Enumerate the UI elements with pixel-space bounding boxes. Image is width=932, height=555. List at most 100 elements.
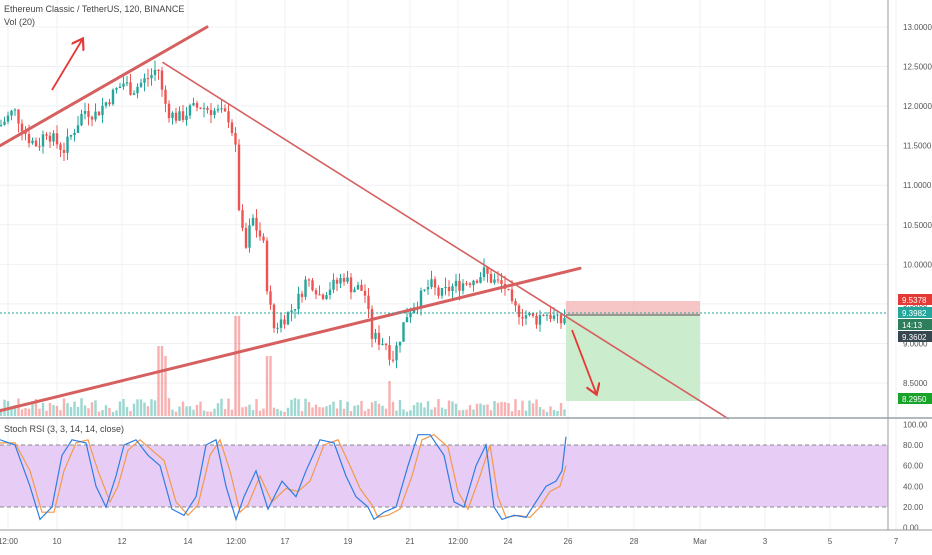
candle-body	[125, 82, 129, 84]
candle-body	[41, 134, 45, 147]
candle-body	[31, 140, 34, 144]
candle-body	[521, 317, 524, 319]
volume-bar	[391, 401, 395, 416]
volume-bar	[188, 406, 192, 416]
volume-bar	[286, 407, 290, 416]
volume-bar	[318, 407, 321, 416]
trendlines[interactable]	[0, 25, 729, 420]
volume-bar	[314, 404, 318, 416]
volume-bar	[503, 402, 507, 416]
time-tick-label: 3	[763, 537, 768, 546]
time-tick-label: 24	[504, 537, 513, 546]
candle-body	[143, 78, 146, 83]
candle-body	[101, 105, 104, 116]
candle-body	[90, 116, 94, 120]
candle-body	[59, 144, 62, 150]
volume-bar	[416, 402, 419, 416]
candle-body	[167, 103, 171, 119]
candle-body	[377, 332, 381, 345]
volume-bar	[444, 409, 447, 416]
candle-body	[234, 133, 237, 145]
volume-bar	[174, 411, 178, 416]
candle-body	[419, 290, 423, 308]
volume-bar	[24, 408, 27, 416]
candle-body	[248, 225, 251, 248]
volume-bar	[216, 403, 220, 416]
trendline[interactable]	[0, 266, 582, 413]
volume-bar	[293, 398, 297, 416]
volume-bar	[563, 409, 566, 416]
candle-body	[97, 111, 101, 116]
volume-bar	[185, 406, 188, 416]
volume-bar	[297, 399, 300, 416]
volume-bar	[122, 398, 125, 416]
volume-bar	[153, 400, 157, 416]
trendline[interactable]	[162, 61, 729, 420]
volume-bar	[531, 403, 535, 416]
volume-bar	[363, 410, 367, 416]
candle-body	[188, 105, 192, 116]
volume-bar	[108, 407, 111, 416]
candle-body	[269, 291, 272, 305]
volume-bar	[458, 410, 461, 416]
candle-body	[150, 74, 153, 79]
volume-bar	[545, 411, 549, 416]
volume-bar	[290, 399, 293, 416]
volume-bar	[528, 400, 531, 416]
volume-bar	[542, 409, 545, 416]
volume-bar	[199, 401, 202, 416]
candle-body	[363, 290, 367, 296]
candle-body	[87, 111, 90, 117]
volume-bar	[181, 401, 185, 416]
candle-body	[34, 140, 38, 147]
candle-body	[475, 280, 479, 283]
volume-bar	[62, 398, 66, 416]
candle-body	[384, 343, 388, 346]
volume-bar	[171, 409, 174, 416]
volume-bar	[3, 399, 6, 416]
candle-body	[276, 327, 279, 329]
candle-body	[374, 332, 377, 339]
candle-body	[241, 210, 244, 229]
candle-body	[388, 345, 391, 360]
candle-body	[6, 115, 10, 122]
price-tick-label: 9.0000	[903, 339, 928, 348]
candle-body	[237, 144, 241, 211]
candle-body	[62, 149, 66, 153]
candle-body	[45, 134, 48, 136]
time-axis[interactable]: 12:00 10 12 14 12:00 17 19 21 12:00 24 26 28 Mar 3 5 7	[0, 537, 899, 546]
price-tick-label: 11.0000	[903, 181, 932, 190]
volume-bar	[507, 403, 510, 416]
volume-bar	[500, 401, 503, 416]
chart-grid	[0, 0, 897, 530]
volume-bar	[517, 410, 521, 416]
trendline[interactable]	[0, 25, 209, 148]
time-tick-label: 12:00	[448, 537, 469, 546]
rsi-tick-label: 60.00	[903, 462, 924, 471]
candle-body	[454, 280, 458, 287]
stop-loss-zone[interactable]	[566, 301, 700, 315]
volume-bar	[402, 409, 405, 416]
volume-bar	[451, 401, 454, 416]
volume-bar	[146, 406, 150, 416]
price-badge: 9.5378	[898, 294, 932, 305]
volume-bar	[136, 399, 139, 416]
volume-bar	[255, 399, 258, 416]
price-axis[interactable]: 13.0000 12.5000 12.0000 11.5000 11.0000 10.50…	[903, 23, 932, 388]
volume-bar	[202, 410, 206, 416]
volume-bar	[279, 410, 283, 416]
candle-body	[321, 294, 325, 299]
candle-body	[118, 86, 122, 89]
candle-body	[332, 279, 335, 290]
volume-bar	[129, 411, 132, 416]
candle-body	[297, 293, 300, 310]
rsi-axis[interactable]: 100.00 80.00 60.00 40.00 20.00 0.00	[903, 420, 928, 532]
volume-bar	[447, 400, 451, 416]
candle-body	[136, 86, 139, 94]
volume-bar	[125, 406, 129, 416]
volume-bar	[405, 411, 409, 416]
price-tick-label: 12.5000	[903, 63, 932, 72]
volume-bar	[461, 409, 465, 416]
